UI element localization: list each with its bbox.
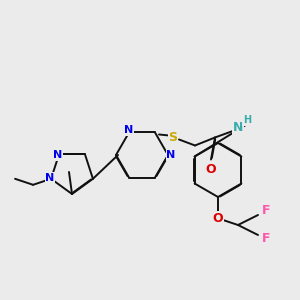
Text: N: N bbox=[53, 150, 63, 160]
Text: N: N bbox=[233, 121, 243, 134]
Text: N: N bbox=[46, 173, 55, 183]
Text: F: F bbox=[262, 205, 270, 218]
Text: S: S bbox=[169, 131, 178, 144]
Text: N: N bbox=[167, 150, 176, 160]
Text: O: O bbox=[206, 163, 216, 176]
Text: F: F bbox=[262, 232, 270, 245]
Text: O: O bbox=[213, 212, 223, 224]
Text: H: H bbox=[243, 116, 251, 125]
Text: N: N bbox=[124, 125, 134, 136]
